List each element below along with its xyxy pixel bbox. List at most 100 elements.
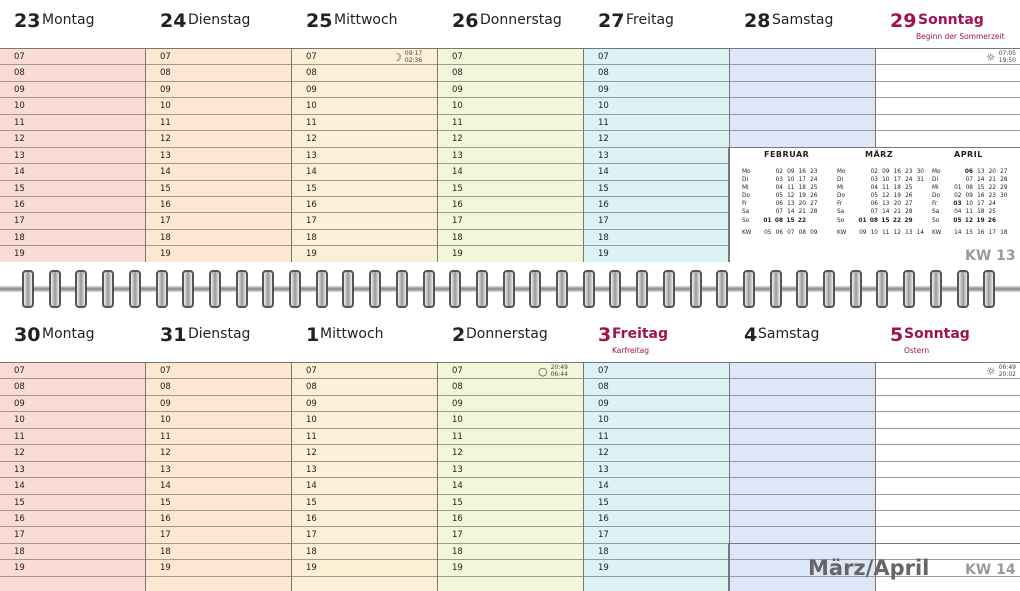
hour-slot[interactable] bbox=[730, 363, 875, 380]
hour-slot[interactable]: 11 bbox=[0, 429, 145, 446]
hour-slot[interactable]: 13 bbox=[0, 148, 145, 165]
hour-slot[interactable]: 18 bbox=[146, 230, 291, 247]
hour-slot[interactable]: 11 bbox=[146, 115, 291, 132]
hour-slot[interactable]: 08 bbox=[584, 65, 729, 82]
hour-slot[interactable]: 15 bbox=[0, 181, 145, 197]
hour-slot[interactable]: 16 bbox=[0, 197, 145, 214]
hour-slot[interactable]: 09 bbox=[0, 82, 145, 99]
hour-slot[interactable] bbox=[876, 49, 1020, 66]
hour-slot[interactable] bbox=[876, 98, 1020, 115]
hour-slot[interactable]: 16 bbox=[584, 511, 729, 528]
hour-slot[interactable]: 10 bbox=[292, 98, 437, 115]
hour-slot[interactable]: 15 bbox=[146, 495, 291, 511]
day-slots[interactable]: 07 08 09 10 11 12 13 14 15 16 17 18 19 bbox=[0, 362, 146, 591]
hour-slot[interactable]: 13 bbox=[146, 148, 291, 165]
day-slots[interactable]: 07 08 09 10 11 12 13 14 15 16 17 18 19 bbox=[292, 48, 438, 263]
day-slots[interactable]: 07 08 09 10 11 12 13 14 15 16 17 18 19 bbox=[146, 48, 292, 263]
hour-slot[interactable]: 18 bbox=[146, 544, 291, 561]
hour-slot[interactable] bbox=[730, 445, 875, 462]
hour-slot[interactable] bbox=[876, 379, 1020, 396]
hour-slot[interactable] bbox=[730, 527, 875, 544]
hour-slot[interactable]: 07 bbox=[584, 363, 729, 380]
hour-slot[interactable] bbox=[730, 511, 875, 528]
hour-slot[interactable]: 18 bbox=[438, 544, 583, 561]
hour-slot[interactable] bbox=[730, 82, 875, 99]
hour-slot[interactable]: 09 bbox=[438, 396, 583, 413]
day-slots[interactable]: 07 08 09 10 11 12 13 14 15 16 17 18 19 bbox=[584, 362, 730, 591]
hour-slot[interactable]: 08 bbox=[0, 65, 145, 82]
hour-slot[interactable]: 10 bbox=[584, 98, 729, 115]
hour-slot[interactable] bbox=[876, 478, 1020, 495]
hour-slot[interactable]: 18 bbox=[0, 544, 145, 561]
hour-slot[interactable]: 17 bbox=[0, 527, 145, 544]
hour-slot[interactable]: 13 bbox=[438, 462, 583, 479]
hour-slot[interactable]: 10 bbox=[584, 412, 729, 429]
hour-slot[interactable]: 15 bbox=[292, 181, 437, 197]
hour-slot[interactable]: 15 bbox=[292, 495, 437, 511]
hour-slot[interactable]: 07 bbox=[438, 49, 583, 66]
hour-slot[interactable]: 11 bbox=[584, 115, 729, 132]
hour-slot[interactable]: 12 bbox=[584, 131, 729, 148]
hour-slot[interactable] bbox=[876, 82, 1020, 99]
hour-slot[interactable]: 10 bbox=[292, 412, 437, 429]
hour-slot[interactable]: 08 bbox=[146, 65, 291, 82]
hour-slot[interactable]: 08 bbox=[146, 379, 291, 396]
hour-slot[interactable]: 19 bbox=[146, 560, 291, 577]
hour-slot[interactable]: 07 bbox=[0, 363, 145, 380]
hour-slot[interactable] bbox=[876, 115, 1020, 132]
hour-slot[interactable] bbox=[730, 131, 875, 148]
hour-slot[interactable]: 14 bbox=[0, 478, 145, 495]
hour-slot[interactable]: 18 bbox=[0, 230, 145, 247]
hour-slot[interactable]: 16 bbox=[584, 197, 729, 214]
hour-slot[interactable]: 12 bbox=[0, 131, 145, 148]
hour-slot[interactable]: 19 bbox=[584, 246, 729, 263]
hour-slot[interactable]: 15 bbox=[438, 495, 583, 511]
hour-slot[interactable]: 19 bbox=[438, 560, 583, 577]
hour-slot[interactable]: 11 bbox=[438, 429, 583, 446]
hour-slot[interactable]: 17 bbox=[146, 213, 291, 230]
hour-slot[interactable] bbox=[876, 495, 1020, 511]
hour-slot[interactable]: 09 bbox=[146, 396, 291, 413]
hour-slot[interactable]: 09 bbox=[584, 396, 729, 413]
hour-slot[interactable]: 07 bbox=[292, 363, 437, 380]
hour-slot[interactable]: 16 bbox=[292, 511, 437, 528]
hour-slot[interactable]: 19 bbox=[292, 246, 437, 263]
day-slots[interactable] bbox=[730, 48, 876, 148]
hour-slot[interactable] bbox=[876, 396, 1020, 413]
hour-slot[interactable]: 14 bbox=[292, 478, 437, 495]
hour-slot[interactable]: 13 bbox=[438, 148, 583, 165]
hour-slot[interactable]: 11 bbox=[292, 115, 437, 132]
hour-slot[interactable]: 11 bbox=[146, 429, 291, 446]
hour-slot[interactable]: 07 bbox=[438, 363, 583, 380]
hour-slot[interactable]: 13 bbox=[584, 462, 729, 479]
hour-slot[interactable]: 15 bbox=[438, 181, 583, 197]
hour-slot[interactable] bbox=[876, 429, 1020, 446]
hour-slot[interactable]: 13 bbox=[292, 148, 437, 165]
hour-slot[interactable] bbox=[730, 544, 875, 561]
hour-slot[interactable]: 08 bbox=[292, 379, 437, 396]
hour-slot[interactable] bbox=[730, 429, 875, 446]
hour-slot[interactable]: 17 bbox=[146, 527, 291, 544]
hour-slot[interactable]: 09 bbox=[292, 82, 437, 99]
hour-slot[interactable]: 19 bbox=[438, 246, 583, 263]
hour-slot[interactable]: 12 bbox=[438, 445, 583, 462]
hour-slot[interactable]: 16 bbox=[146, 511, 291, 528]
hour-slot[interactable] bbox=[730, 412, 875, 429]
hour-slot[interactable] bbox=[730, 65, 875, 82]
hour-slot[interactable]: 17 bbox=[438, 213, 583, 230]
hour-slot[interactable]: 14 bbox=[584, 164, 729, 181]
day-slots[interactable]: 07 08 09 10 11 12 13 14 15 16 17 18 19 bbox=[584, 48, 730, 263]
day-slots[interactable]: 07 08 09 10 11 12 13 14 15 16 17 18 19 bbox=[0, 48, 146, 263]
hour-slot[interactable]: 14 bbox=[146, 164, 291, 181]
hour-slot[interactable]: 17 bbox=[0, 213, 145, 230]
hour-slot[interactable]: 13 bbox=[0, 462, 145, 479]
day-slots[interactable] bbox=[876, 362, 1020, 591]
hour-slot[interactable] bbox=[730, 396, 875, 413]
hour-slot[interactable]: 07 bbox=[146, 363, 291, 380]
hour-slot[interactable]: 19 bbox=[584, 560, 729, 577]
hour-slot[interactable]: 11 bbox=[438, 115, 583, 132]
hour-slot[interactable]: 09 bbox=[146, 82, 291, 99]
hour-slot[interactable]: 13 bbox=[292, 462, 437, 479]
hour-slot[interactable]: 16 bbox=[0, 511, 145, 528]
hour-slot[interactable]: 17 bbox=[438, 527, 583, 544]
